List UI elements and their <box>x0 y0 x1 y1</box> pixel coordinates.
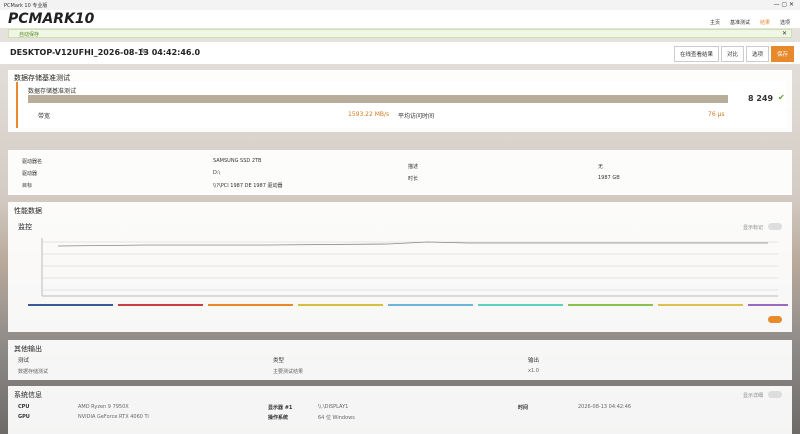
metric-value: 76 μs <box>708 111 725 118</box>
info-label: 驱动器名 <box>22 159 43 165</box>
table-cell: 主要测试结果 <box>273 369 304 375</box>
sys-value: 64 位 Windows <box>318 415 355 421</box>
info-panel: 驱动器名 SAMSUNG SSD 2TB 驱动器 D:\ 目标 \\?\PCI 1987 … <box>8 150 792 195</box>
edit-icon[interactable]: ✎ <box>140 47 147 56</box>
section-title: 性能数据 <box>14 207 42 215</box>
sys-label: 显示器 #1 <box>268 405 293 411</box>
button[interactable]: 选项 <box>745 46 769 62</box>
metric-value: 1593.22 MB/s <box>348 111 390 118</box>
toggle[interactable] <box>768 223 782 230</box>
monitor-chart <box>28 238 788 306</box>
metric-label: 带宽 <box>38 113 51 120</box>
nav: 主页 基准测试 结果 选项 <box>710 10 790 26</box>
table-header: 输出 <box>528 358 540 364</box>
button[interactable]: 在线查看结果 <box>673 46 719 62</box>
button[interactable]: 保存 <box>770 46 794 62</box>
nav-item[interactable]: 基准测试 <box>729 20 750 26</box>
button[interactable]: 对比 <box>720 46 744 62</box>
result-bar: DESKTOP-V12UFHI_2026-08-13 04:42:46.0 ✎ … <box>0 42 800 64</box>
title-bar: PCMark 10 专业版 — ▢ ✕ <box>0 0 800 10</box>
info-value: \\?\PCI 1987 DE 1987 驱动器 <box>213 183 283 189</box>
table-header: 测试 <box>18 358 30 364</box>
test-panel: 数据存储基准测试 数据存储基准测试 8 249 ✔ 带宽 1593.22 MB/… <box>8 70 792 132</box>
other-output-panel: 其他输出 测试 类型 输出数据存储测试 主要测试结果 x1.0 <box>8 340 792 380</box>
nav-item[interactable]: 主页 <box>709 20 720 26</box>
info-value: 1987 GB <box>598 175 620 181</box>
table-cell: x1.0 <box>528 368 539 374</box>
window-title: PCMark 10 专业版 <box>4 3 48 9</box>
section-title: 其他输出 <box>14 345 42 353</box>
sys-value: 2026-08-13 04:42:46 <box>578 404 632 410</box>
logo: PCMARK10 <box>8 11 95 27</box>
section-title: 数据存储基准测试 <box>14 74 70 82</box>
score: 8 249 <box>748 94 774 103</box>
info-value: 无 <box>598 164 604 170</box>
notice: 自动保存 <box>19 32 40 38</box>
monitor-title: 监控 <box>18 223 32 231</box>
test-name: 数据存储基准测试 <box>28 88 77 95</box>
close[interactable]: ✕ <box>781 30 787 37</box>
test-card: 数据存储基准测试 8 249 ✔ 带宽 1593.22 MB/s 平均访问时间 … <box>16 82 786 128</box>
info-value: D:\ <box>213 170 221 176</box>
system-panel: 系统信息 显示详细 CPU AMD Ryzen 9 7950X 显示器 #1 \\.\… <box>8 386 792 434</box>
toggle[interactable] <box>768 391 782 398</box>
notice-bar: 自动保存 ✕ <box>8 29 792 38</box>
table-header: 类型 <box>273 358 285 364</box>
sys-label: GPU <box>18 414 30 420</box>
nav-item[interactable]: 选项 <box>779 20 790 26</box>
sys-label: 操作系统 <box>268 415 289 421</box>
buttons: 在线查看结果 对比 选项 保存 <box>672 46 794 62</box>
sys-label: CPU <box>18 404 30 410</box>
toggle-label: 显示标记 <box>743 225 764 231</box>
window-controls[interactable]: — ▢ ✕ <box>773 1 794 8</box>
sys-value: \\.\DISPLAY1 <box>318 404 349 410</box>
sys-value: NVIDIA GeForce RTX 4060 Ti <box>78 414 149 420</box>
info-label: 驱动器 <box>22 171 38 177</box>
toggle[interactable] <box>768 316 782 323</box>
table-cell: 数据存储测试 <box>18 369 49 375</box>
check: ✔ <box>778 93 785 102</box>
info-label: 描述 <box>408 164 419 170</box>
info-label: 时长 <box>408 176 419 182</box>
result-name: DESKTOP-V12UFHI_2026-08-13 04:42:46.0 <box>10 48 201 57</box>
info-label: 目标 <box>22 183 33 189</box>
header: PCMARK10 主页 基准测试 结果 选项 <box>0 10 800 28</box>
info-value: SAMSUNG SSD 2TB <box>213 158 262 164</box>
score-bar <box>28 95 728 103</box>
nav-item[interactable]: 结果 <box>759 20 770 26</box>
sys-value: AMD Ryzen 9 7950X <box>78 404 129 410</box>
toggle-label: 显示详细 <box>743 393 764 399</box>
sys-label: 时间 <box>518 405 529 411</box>
metric-label: 平均访问时间 <box>398 113 435 120</box>
performance-panel: 性能数据 监控 显示标记 <box>8 202 792 332</box>
section-title: 系统信息 <box>14 391 42 399</box>
